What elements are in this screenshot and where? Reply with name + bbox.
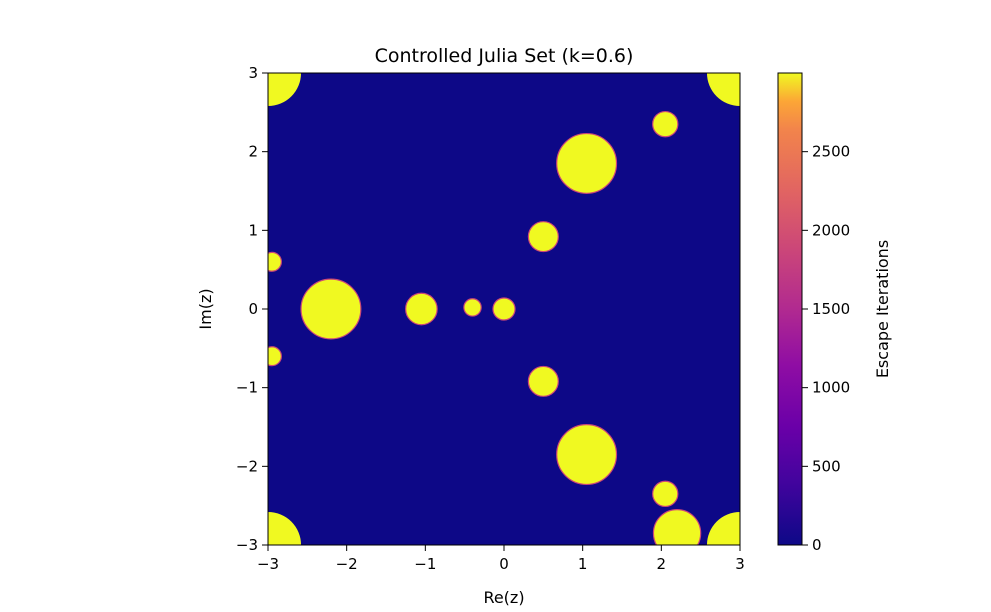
set-bulb [652, 509, 702, 545]
y-tick-label: 2 [248, 143, 258, 161]
x-tick-label: 2 [657, 555, 667, 573]
set-corner [268, 73, 302, 107]
x-axis: −3 −2 −1 0 1 2 3 [257, 545, 745, 573]
y-tick-label: 1 [248, 221, 258, 239]
y-tick-label: −3 [236, 536, 258, 554]
set-bulb [300, 278, 362, 340]
set-corner [706, 73, 740, 107]
colorbar: 0 500 1000 1500 2000 2500 Escape Iterations [777, 72, 892, 554]
julia-set-region [268, 73, 740, 545]
colorbar-tick-label: 2000 [812, 221, 850, 239]
set-bulb [527, 365, 559, 397]
set-corner [706, 511, 740, 545]
set-bulb [527, 221, 559, 253]
x-tick-label: 1 [578, 555, 588, 573]
y-tick-label: −1 [236, 379, 258, 397]
y-axis-label: Im(z) [196, 288, 215, 329]
set-bulb [556, 132, 618, 194]
chart-title: Controlled Julia Set (k=0.6) [375, 45, 634, 67]
x-tick-label: 3 [735, 555, 745, 573]
colorbar-gradient [777, 72, 803, 546]
plot-area [267, 72, 741, 546]
set-bulb [463, 298, 482, 317]
colorbar-tick-label: 500 [812, 457, 841, 475]
y-tick-label: 0 [248, 300, 258, 318]
set-bulb [492, 297, 516, 321]
y-axis: 3 2 1 0 −1 −2 −3 [236, 64, 268, 554]
set-bulb [652, 110, 679, 138]
colorbar-tick-label: 2500 [812, 143, 850, 161]
set-bulb [268, 251, 282, 272]
x-axis-label: Re(z) [483, 588, 524, 607]
set-bulb [556, 424, 618, 486]
colorbar-tick-label: 0 [812, 536, 822, 554]
x-tick-label: −2 [336, 555, 358, 573]
set-bulb [652, 480, 679, 508]
y-tick-label: −2 [236, 457, 258, 475]
x-tick-label: −3 [257, 555, 279, 573]
colorbar-tick-label: 1000 [812, 379, 850, 397]
colorbar-ticks: 0 500 1000 1500 2000 2500 [802, 143, 850, 554]
x-tick-label: 0 [499, 555, 509, 573]
set-bulb [405, 292, 438, 326]
set-bulb [268, 346, 282, 367]
colorbar-tick-label: 1500 [812, 300, 850, 318]
set-corner [268, 511, 302, 545]
y-tick-label: 3 [248, 64, 258, 82]
x-tick-label: −1 [414, 555, 436, 573]
colorbar-label: Escape Iterations [873, 240, 892, 378]
